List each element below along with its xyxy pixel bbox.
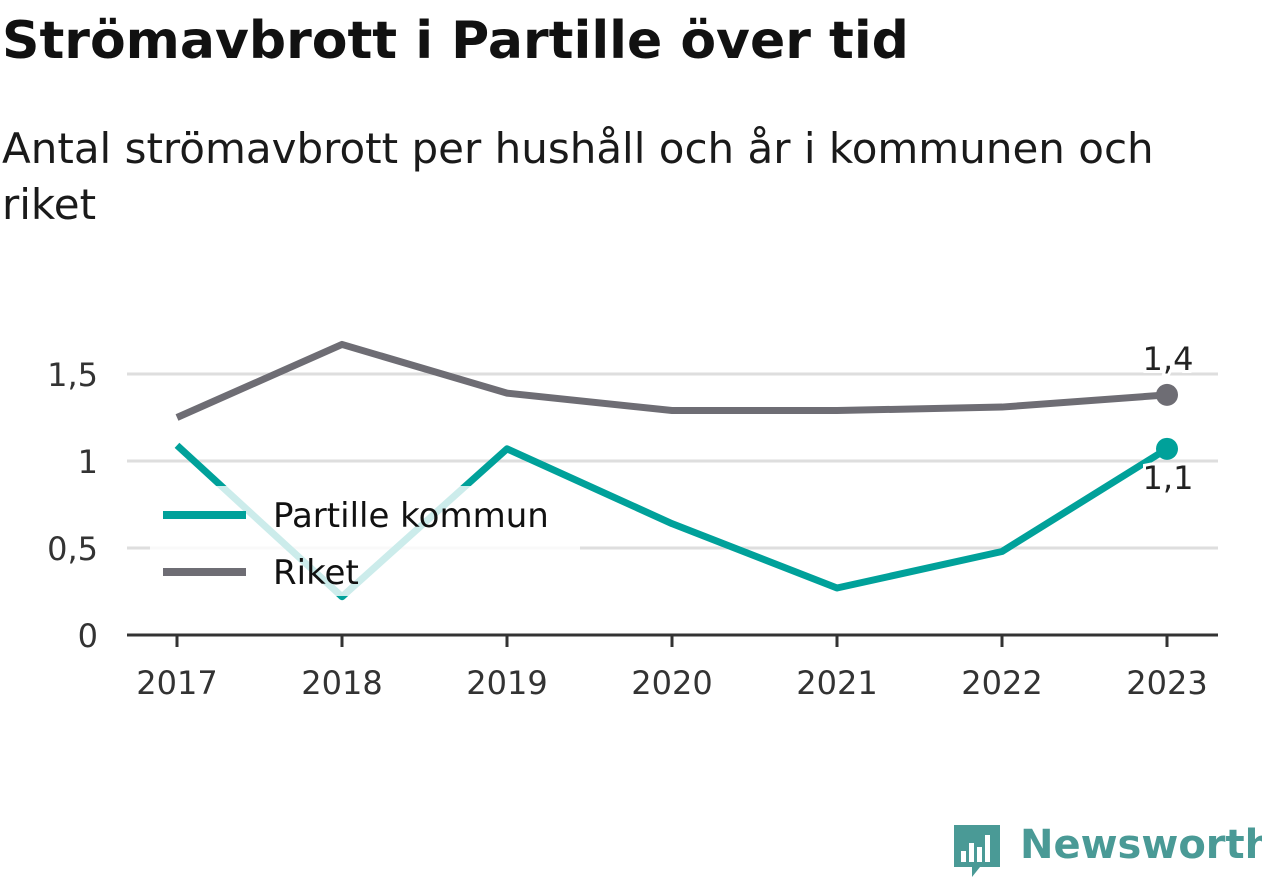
y-tick-label: 0 (78, 617, 98, 655)
x-tick-label: 2021 (796, 664, 877, 702)
x-tick-label: 2018 (301, 664, 382, 702)
y-tick-label: 0,5 (47, 530, 98, 568)
end-label-riket: 1,4 (1143, 340, 1194, 378)
legend-background (150, 486, 580, 596)
legend-label: Riket (273, 553, 359, 593)
y-tick-label: 1 (78, 443, 98, 481)
legend-label: Partille kommun (273, 496, 549, 536)
chart-title: Strömavbrott i Partille över tid (2, 11, 909, 71)
newsworthy-logo-icon (954, 825, 1000, 877)
brand-name: Newsworthy (1020, 822, 1262, 868)
series-line-1 (175, 340, 1168, 421)
brand: Newsworthy (950, 819, 1262, 879)
y-tick-label: 1,5 (47, 356, 98, 394)
series-line-0 (174, 442, 1169, 601)
end-point-0 (1156, 437, 1178, 460)
end-label-partille: 1,1 (1143, 459, 1194, 497)
x-tick-label: 2019 (466, 664, 547, 702)
x-tick-label: 2020 (631, 664, 712, 702)
x-tick-label: 2017 (136, 664, 217, 702)
x-tick-label: 2023 (1126, 664, 1207, 702)
x-tick-label: 2022 (961, 664, 1042, 702)
end-point-1 (1156, 383, 1178, 406)
chart-subtitle: Antal strömavbrott per hushåll och år i … (2, 124, 1154, 229)
